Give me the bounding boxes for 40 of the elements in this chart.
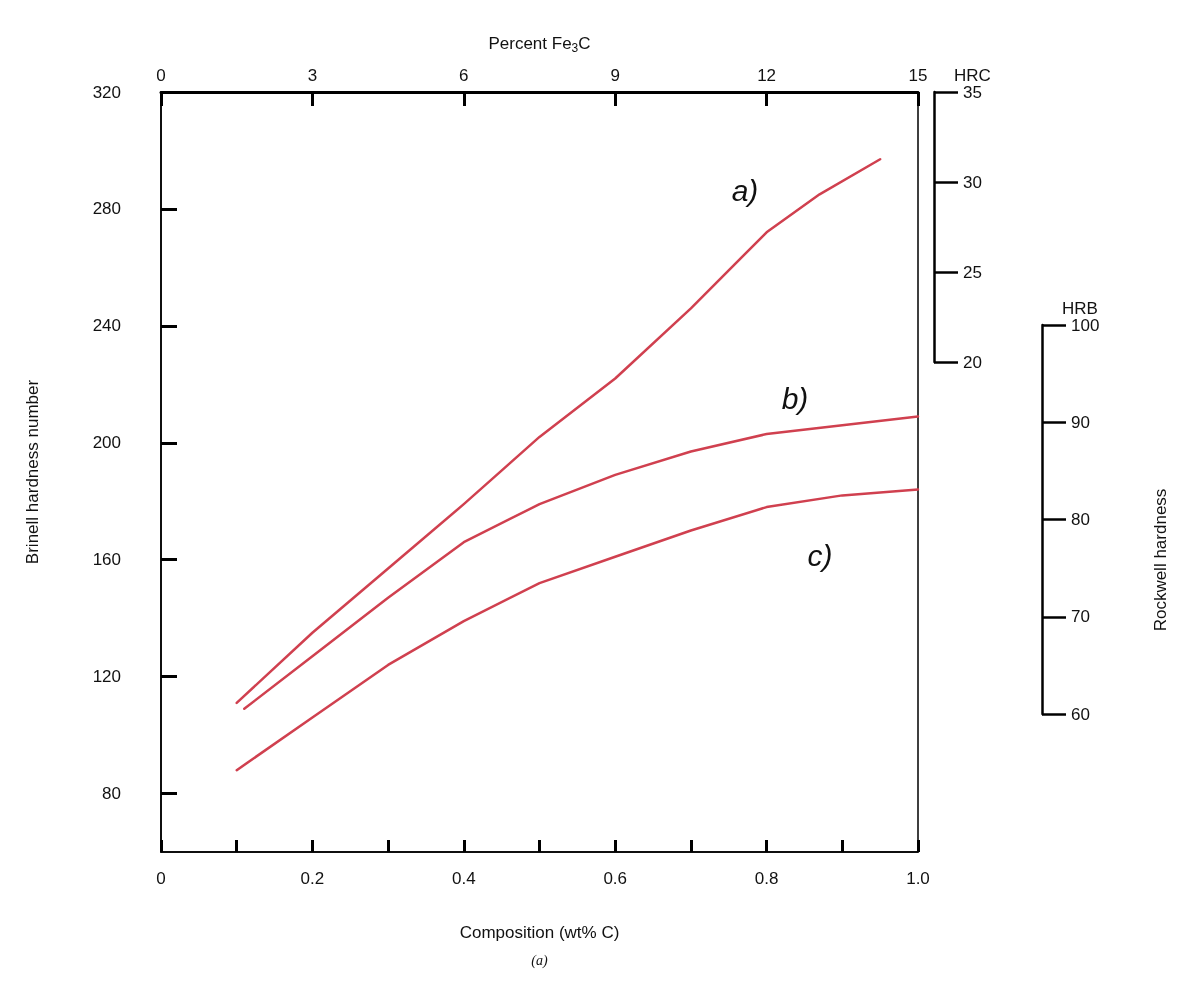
y3-tick-label: 100: [1071, 315, 1100, 335]
x2-tick-label: 9: [610, 66, 620, 85]
y3-tick-label: 60: [1071, 704, 1090, 724]
y2-tick-label: 25: [963, 262, 982, 282]
x-tick-label: 0.6: [603, 869, 628, 888]
y-tick-label: 80: [102, 784, 121, 804]
x2-tick-label: 3: [307, 66, 318, 85]
y2-tick-label: 20: [963, 352, 982, 372]
text: Rockwell hardness: [1150, 488, 1170, 632]
y3-axis-title: HRB: [1062, 298, 1098, 318]
y-tick-label: 160: [92, 550, 121, 570]
x2-tick-label: 12: [757, 66, 777, 85]
annotation: b): [781, 381, 809, 415]
x-tick-label: 0: [156, 869, 166, 888]
line-series: [235, 488, 920, 772]
y-tick-label: 120: [92, 667, 121, 687]
x2-tick-label: 15: [908, 66, 928, 85]
y-tick-label: 240: [92, 316, 121, 336]
y2-tick-label: 35: [963, 82, 982, 102]
y-tick-label: 200: [92, 433, 121, 453]
x2-tick-label: 6: [459, 66, 469, 85]
y-tick-label: 320: [92, 82, 121, 102]
y2-tick-label: 30: [963, 172, 982, 192]
y3-tick-label: 70: [1071, 607, 1090, 627]
x-tick-label: 0.8: [754, 869, 779, 888]
x-axis-title: Composition (wt% C): [459, 923, 620, 942]
y2-axis-title: HRC: [954, 65, 991, 85]
y-tick-label: 280: [92, 199, 121, 219]
x-tick-label: 1.0: [906, 869, 930, 888]
y3-tick-label: 90: [1071, 412, 1090, 432]
text: (a): [531, 952, 548, 969]
y3-tick-label: 80: [1071, 510, 1090, 529]
line-series: [235, 157, 882, 705]
x-tick-label: 0.2: [300, 869, 325, 888]
annotation: a): [731, 173, 759, 207]
x2-tick-label: 0: [156, 66, 166, 85]
x-tick-label: 0.4: [451, 869, 476, 888]
y-axis-title: Brinell hardness number: [23, 379, 42, 565]
annotation: c): [807, 538, 833, 572]
line-series: [243, 415, 920, 711]
